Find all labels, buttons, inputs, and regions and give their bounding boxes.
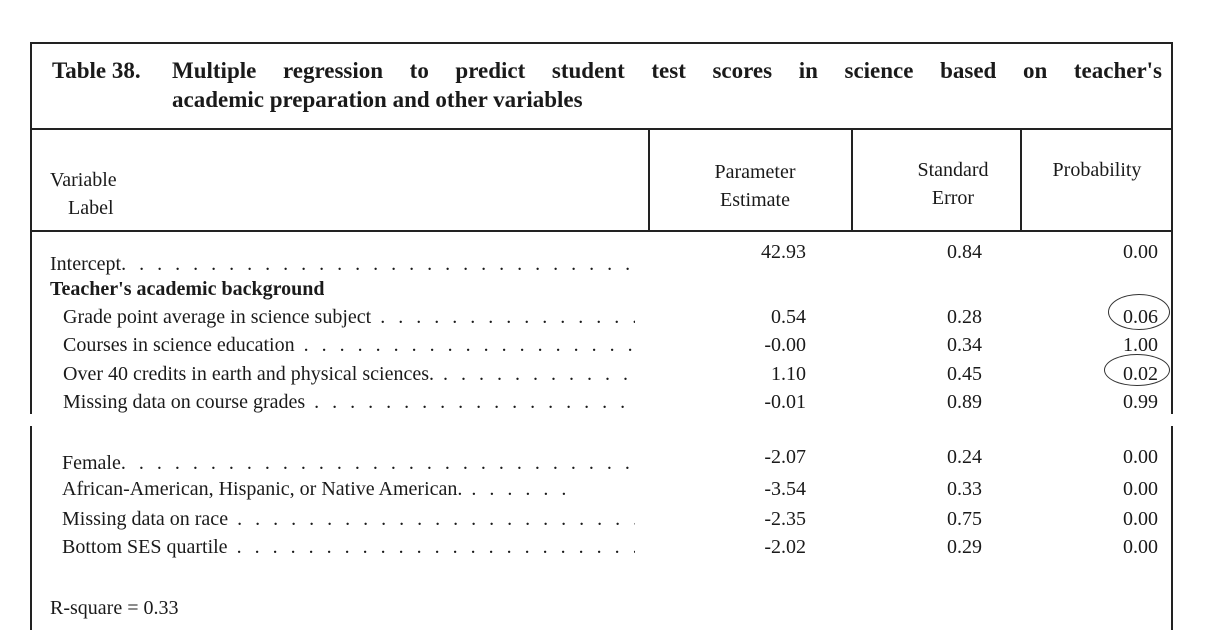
row-label: Over 40 credits in earth and physical sc…	[63, 363, 635, 385]
r-square-text: R-square = 0.33	[50, 597, 179, 619]
header-divider-1	[648, 128, 650, 232]
header-variable-line-1: Variable	[50, 169, 117, 191]
header-variable: Variable Label	[50, 166, 117, 222]
header-estimate-line-2: Estimate	[720, 189, 790, 211]
header-divider-2	[851, 128, 853, 232]
table-row: Missing data on course grades . . . . . …	[0, 388, 1212, 416]
row-estimate: 1.10	[771, 363, 806, 385]
table-number: Table 38.	[52, 58, 141, 83]
row-error: 0.34	[947, 334, 982, 356]
row-estimate: 0.54	[771, 306, 806, 328]
row-prob: 0.00	[1123, 241, 1158, 263]
row-prob: 1.00	[1123, 334, 1158, 356]
row-error: 0.29	[947, 536, 982, 558]
table-row: Courses in science education . . . . . .…	[0, 331, 1212, 359]
table-row: Over 40 credits in earth and physical sc…	[0, 360, 1212, 388]
table-row: Female. . . . . . . . . . . . . . . . . …	[0, 446, 1212, 477]
frame-left-line	[30, 42, 32, 414]
row-prob: 0.00	[1123, 508, 1158, 530]
row-prob: 0.00	[1123, 446, 1158, 468]
row-section-heading: Teacher's academic background	[50, 278, 325, 300]
row-estimate: 42.93	[761, 241, 806, 263]
row-prob: 0.99	[1123, 391, 1158, 413]
row-error: 0.84	[947, 241, 982, 263]
header-error: Standard Error	[853, 156, 1053, 212]
row-label: Bottom SES quartile . . . . . . . . . . …	[62, 536, 635, 558]
row-estimate: -0.00	[764, 334, 806, 356]
header-separator-line	[30, 230, 1173, 232]
handwritten-circle-annotation	[1108, 294, 1170, 330]
row-error: 0.89	[947, 391, 982, 413]
table-row: Grade point average in science subject .…	[0, 303, 1212, 331]
table-row: African-American, Hispanic, or Native Am…	[0, 475, 1212, 503]
frame-top-line	[30, 42, 1173, 44]
table-title-line-2: academic preparation and other variables	[172, 87, 583, 112]
row-estimate: -3.54	[764, 478, 806, 500]
row-prob: 0.00	[1123, 536, 1158, 558]
table-row: Missing data on race . . . . . . . . . .…	[0, 505, 1212, 533]
handwritten-circle-annotation	[1104, 354, 1170, 386]
header-probability-text: Probability	[1052, 159, 1142, 181]
row-label: Female. . . . . . . . . . . . . . . . . …	[62, 452, 635, 474]
r-square-note: R-square = 0.33	[0, 594, 1212, 622]
row-estimate: -2.07	[764, 446, 806, 468]
row-error: 0.24	[947, 446, 982, 468]
row-label: African-American, Hispanic, or Native Am…	[62, 478, 571, 500]
row-label: Intercept. . . . . . . . . . . . . . . .…	[50, 253, 635, 275]
frame-right-line	[1171, 42, 1173, 414]
frame-right-line-lower	[1171, 426, 1173, 630]
row-estimate: -2.02	[764, 536, 806, 558]
title-separator-line	[30, 128, 1173, 130]
row-prob: 0.00	[1123, 478, 1158, 500]
header-error-line-2: Error	[931, 187, 975, 209]
row-label: Missing data on race . . . . . . . . . .…	[62, 508, 635, 530]
table-row: Teacher's academic background	[0, 275, 1212, 303]
table-title-line-1: Multiple regression to predict student t…	[172, 58, 1162, 83]
header-error-line-1: Standard	[917, 159, 989, 181]
row-error: 0.45	[947, 363, 982, 385]
row-error: 0.33	[947, 478, 982, 500]
header-divider-3	[1020, 128, 1022, 232]
row-estimate: -2.35	[764, 508, 806, 530]
row-label: Missing data on course grades . . . . . …	[63, 391, 635, 413]
header-variable-line-2: Label	[68, 197, 114, 219]
row-error: 0.28	[947, 306, 982, 328]
table-row: Intercept. . . . . . . . . . . . . . . .…	[0, 241, 1212, 278]
row-error: 0.75	[947, 508, 982, 530]
table-row: Bottom SES quartile . . . . . . . . . . …	[0, 533, 1212, 561]
header-estimate: Parameter Estimate	[650, 158, 860, 214]
row-label: Courses in science education . . . . . .…	[63, 334, 635, 356]
header-estimate-line-1: Parameter	[714, 161, 796, 183]
row-estimate: -0.01	[764, 391, 806, 413]
row-label: Grade point average in science subject .…	[63, 306, 635, 328]
frame-left-line-lower	[30, 426, 32, 630]
header-probability: Probability	[1022, 156, 1172, 184]
